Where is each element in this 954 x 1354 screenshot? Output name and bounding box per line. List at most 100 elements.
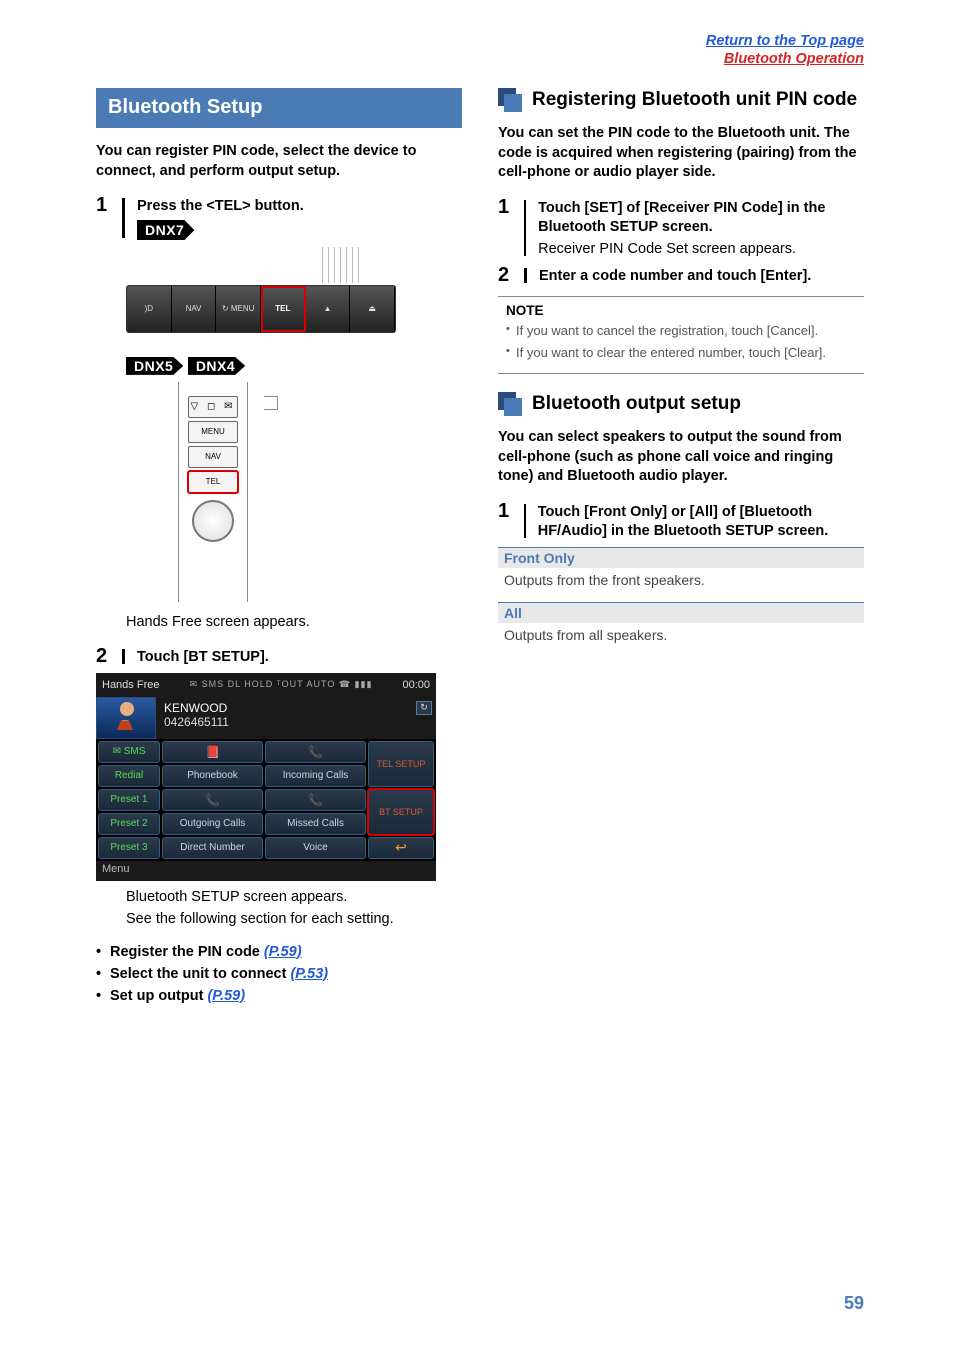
heading-square-icon	[504, 398, 522, 416]
intro-text: You can register PIN code, select the de…	[96, 142, 462, 181]
step-text: Enter a code number and touch [Enter].	[539, 265, 811, 286]
step-number: 2	[498, 265, 514, 286]
heading-text: Bluetooth output setup	[532, 392, 741, 416]
hf-incoming-icon: 📞	[265, 741, 366, 763]
dnx4-badge: DNX4	[188, 357, 245, 375]
step-number: 2	[96, 646, 112, 667]
step-instruction: Press the <TEL> button.	[137, 198, 304, 214]
step2-caption1: Bluetooth SETUP screen appears.	[126, 887, 462, 907]
device-dnx7-image: )D NAV ↻ MENU TEL ▲ ⏏	[126, 247, 396, 343]
header-links: Return to the Top page Bluetooth Operati…	[706, 32, 864, 68]
device-btn-d: )D	[127, 286, 172, 332]
right-column: Registering Bluetooth unit PIN code You …	[498, 88, 864, 1010]
option-all-desc: Outputs from all speakers.	[498, 623, 864, 651]
note-box: NOTE If you want to cancel the registrat…	[498, 296, 864, 374]
hf-preset1-button: Preset 1	[98, 789, 160, 811]
hf-contact-name: KENWOOD	[164, 701, 404, 715]
hf-phonebook-button: Phonebook	[162, 765, 263, 787]
bullet-setup-output: Set up output (P.59)	[96, 988, 462, 1004]
hf-direct-button: Direct Number	[162, 837, 263, 859]
device2-nav-row: NAV	[188, 446, 238, 468]
output-step-1: 1 Touch [Front Only] or [All] of [Blueto…	[498, 501, 864, 541]
device2-menu-row: MENU	[188, 421, 238, 443]
step-number: 1	[498, 501, 514, 541]
step-1: 1 Press the <TEL> button. DNX7	[96, 195, 462, 241]
hf-redial-button: Redial	[98, 765, 160, 787]
step1-caption: Hands Free screen appears.	[126, 612, 462, 632]
bullet-list: Register the PIN code (P.59) Select the …	[96, 944, 462, 1004]
hf-status-icons: ✉ SMS DL HOLD ᵀOUT AUTO ☎ ▮▮▮	[190, 679, 373, 690]
hf-bt-setup-button: BT SETUP	[368, 789, 434, 835]
bullet-register-pin: Register the PIN code (P.59)	[96, 944, 462, 960]
device2-dial	[192, 500, 234, 542]
hf-preset2-button: Preset 2	[98, 813, 160, 835]
device-btn-tel: TEL	[261, 286, 306, 332]
page-number: 59	[844, 1293, 864, 1314]
hf-outgoing-icon: 📞	[162, 789, 263, 811]
step-bar	[122, 649, 125, 664]
hf-tel-setup-button: TEL SETUP	[368, 741, 434, 787]
output-intro: You can select speakers to output the so…	[498, 428, 864, 487]
pin-step-2: 2 Enter a code number and touch [Enter].	[498, 265, 864, 286]
step-text: Touch [SET] of [Receiver PIN Code] in th…	[538, 197, 864, 260]
section-link[interactable]: Bluetooth Operation	[724, 51, 864, 67]
hf-return-button: ↩	[368, 837, 434, 859]
device-btn-menu: ↻ MENU	[216, 286, 261, 332]
hands-free-screenshot: Hands Free ✉ SMS DL HOLD ᵀOUT AUTO ☎ ▮▮▮…	[96, 673, 436, 877]
section-title: Bluetooth Setup	[96, 88, 462, 128]
step-text: Touch [Front Only] or [All] of [Bluetoot…	[538, 501, 864, 541]
bullet-select-unit: Select the unit to connect (P.53)	[96, 966, 462, 982]
heading-square-icon	[504, 94, 522, 112]
sub-heading-output: Bluetooth output setup	[498, 392, 864, 416]
note-item: If you want to clear the entered number,…	[506, 344, 856, 362]
step2-caption2: See the following section for each setti…	[126, 909, 462, 929]
page-ref-link[interactable]: (P.53)	[290, 966, 328, 982]
hf-outgoing-button: Outgoing Calls	[162, 813, 263, 835]
hf-menu-button: Menu	[96, 861, 436, 881]
hf-missed-button: Missed Calls	[265, 813, 366, 835]
step-bar	[524, 200, 526, 257]
note-item: If you want to cancel the registration, …	[506, 322, 856, 340]
device-btn-eject: ▲	[306, 286, 351, 332]
device2-icons-row: ▽ ◻ ✉	[188, 396, 238, 418]
hf-refresh-icon: ↻	[416, 701, 432, 715]
step-text: Press the <TEL> button. DNX7	[137, 195, 304, 241]
device2-tel-row: TEL	[188, 471, 238, 493]
step-subtext: Receiver PIN Code Set screen appears.	[538, 240, 864, 259]
sub-heading-pin: Registering Bluetooth unit PIN code	[498, 88, 864, 112]
hf-preset3-button: Preset 3	[98, 837, 160, 859]
dnx7-badge: DNX7	[137, 220, 194, 240]
hf-missed-icon: 📞	[265, 789, 366, 811]
heading-text: Registering Bluetooth unit PIN code	[532, 88, 857, 112]
hf-voice-button: Voice	[265, 837, 366, 859]
option-front-only-title: Front Only	[498, 547, 864, 568]
pin-step-1: 1 Touch [SET] of [Receiver PIN Code] in …	[498, 197, 864, 260]
top-page-link[interactable]: Return to the Top page	[706, 33, 864, 49]
hf-avatar	[96, 697, 156, 739]
hf-clock: 00:00	[402, 679, 430, 691]
device-btn-nav: NAV	[172, 286, 217, 332]
option-front-only-desc: Outputs from the front speakers.	[498, 568, 864, 596]
step-bar	[524, 268, 527, 283]
option-all-title: All	[498, 602, 864, 623]
pin-intro: You can set the PIN code to the Bluetoot…	[498, 124, 864, 183]
step-number: 1	[96, 195, 112, 241]
dnx5-badge: DNX5	[126, 357, 183, 375]
left-column: Bluetooth Setup You can register PIN cod…	[96, 88, 462, 1010]
step-2: 2 Touch [BT SETUP].	[96, 646, 462, 667]
step-text: Touch [BT SETUP].	[137, 646, 269, 667]
hf-sms-button: ✉ SMS	[98, 741, 160, 763]
hf-phonebook-icon: 📕	[162, 741, 263, 763]
step-bar	[122, 198, 125, 238]
step-bar	[524, 504, 526, 538]
hf-contact-number: 0426465111	[164, 715, 404, 729]
step-number: 1	[498, 197, 514, 260]
page-ref-link[interactable]: (P.59)	[207, 988, 245, 1004]
hf-incoming-button: Incoming Calls	[265, 765, 366, 787]
note-title: NOTE	[506, 303, 856, 318]
hf-contact: KENWOOD 0426465111	[156, 697, 412, 739]
hf-title: Hands Free	[102, 679, 159, 691]
device-dnx5-image: ▽ ◻ ✉ MENU NAV TEL	[156, 382, 286, 602]
page-ref-link[interactable]: (P.59)	[264, 944, 302, 960]
device-btn-slot: ⏏	[350, 286, 395, 332]
